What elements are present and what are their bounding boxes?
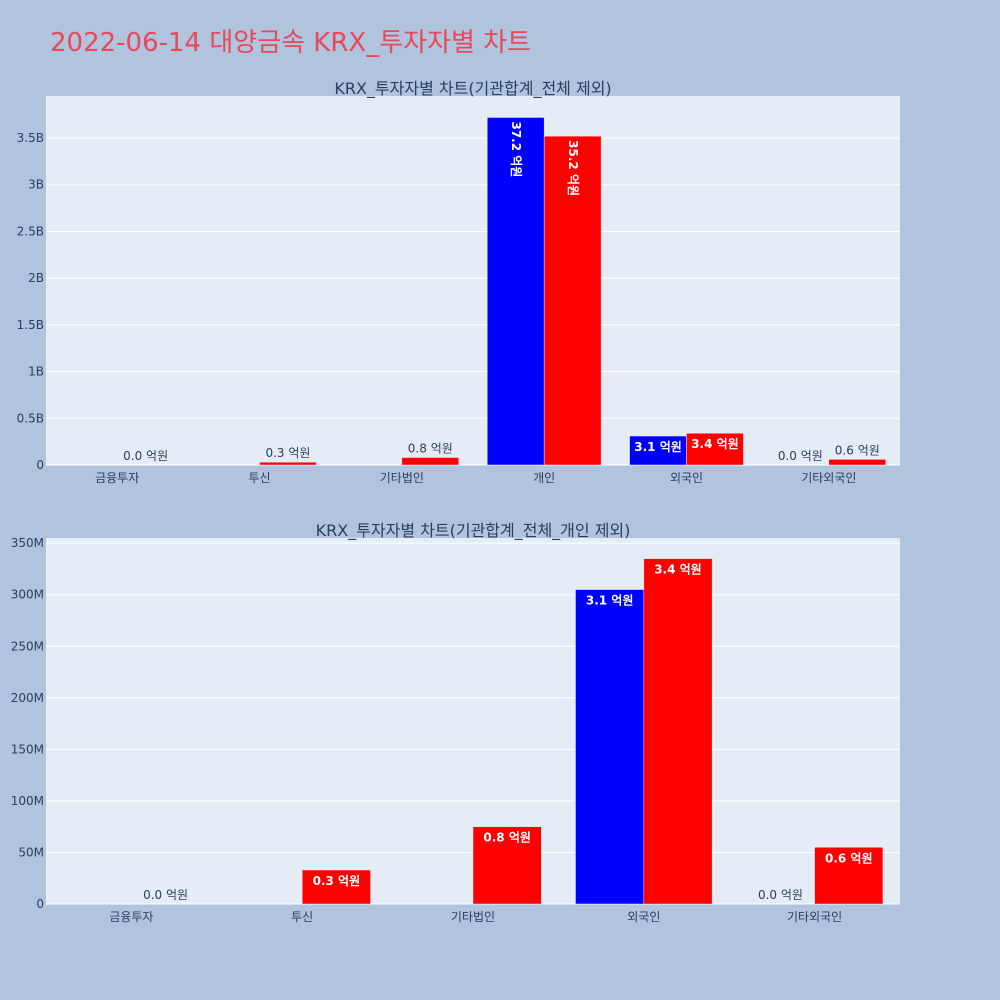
bar-value-label: 35.2 억원 xyxy=(566,140,580,196)
page-title: 2022-06-14 대양금속 KRX_투자자별 차트 xyxy=(50,28,532,58)
chart-title: KRX_투자자별 차트(기관합계_전체_개인 제외) xyxy=(316,521,631,541)
bar-value-label: 37.2 억원 xyxy=(509,121,523,177)
y-tick-label: 0.5B xyxy=(17,411,44,425)
x-tick-label: 외국인 xyxy=(670,471,703,485)
bar xyxy=(259,461,317,466)
x-tick-label: 외국인 xyxy=(627,910,660,924)
bar-value-label: 3.1 억원 xyxy=(586,594,634,608)
y-tick-label: 300M xyxy=(11,588,44,602)
y-tick-label: 0 xyxy=(36,897,44,911)
bar xyxy=(575,589,645,905)
y-tick-label: 2B xyxy=(28,271,44,285)
x-tick-label: 금융투자 xyxy=(109,910,153,924)
y-tick-label: 150M xyxy=(11,742,44,756)
bar-value-label: 3.4 억원 xyxy=(691,437,739,451)
x-tick-label: 기타법인 xyxy=(380,471,424,485)
bar-value-label: 0.0 억원 xyxy=(123,449,168,463)
x-tick-label: 기타외국인 xyxy=(787,910,842,924)
y-tick-label: 2.5B xyxy=(17,224,44,238)
bar xyxy=(814,847,884,905)
chart-1: KRX_투자자별 차트(기관합계_전체 제외) 0 0.5B 1B 1.5B 2B 2.5B… xyxy=(17,79,900,485)
y-tick-label: 200M xyxy=(11,691,44,705)
bar-value-label: 3.1 억원 xyxy=(634,440,682,454)
bar xyxy=(543,135,602,466)
bar-value-label: 0.3 억원 xyxy=(265,446,310,460)
bar-value-label: 0.0 억원 xyxy=(758,888,803,902)
bar-value-label: 0.6 억원 xyxy=(825,851,873,865)
bar xyxy=(629,435,687,466)
bar xyxy=(643,558,713,905)
y-tick-label: 1.5B xyxy=(17,318,44,332)
bar-value-label: 0.0 억원 xyxy=(143,888,188,902)
bar xyxy=(401,457,460,466)
bar-value-label: 0.8 억원 xyxy=(483,831,531,845)
bar-value-label: 0.0 억원 xyxy=(778,449,823,463)
x-tick-label: 투신 xyxy=(291,910,313,924)
bar-value-label: 0.6 억원 xyxy=(835,443,880,457)
y-tick-label: 50M xyxy=(18,845,44,859)
bar-value-label: 3.4 억원 xyxy=(654,563,702,577)
chart-2: KRX_투자자별 차트(기관합계_전체_개인 제외) 0 50M 100M 150M 20… xyxy=(11,521,900,924)
x-tick-label: 개인 xyxy=(533,471,555,485)
x-tick-label: 기타법인 xyxy=(451,910,495,924)
y-tick-label: 1B xyxy=(28,365,44,379)
x-tick-label: 금융투자 xyxy=(95,471,139,485)
y-tick-label: 3.5B xyxy=(17,131,44,145)
bar-value-label: 0.8 억원 xyxy=(408,442,453,456)
bar xyxy=(686,432,744,466)
bar xyxy=(828,459,887,466)
y-tick-label: 3B xyxy=(28,178,44,192)
bar xyxy=(472,826,542,905)
bar-value-label: 0.3 억원 xyxy=(313,874,361,888)
chart-title: KRX_투자자별 차트(기관합계_전체 제외) xyxy=(334,79,611,99)
plot-area xyxy=(46,96,900,465)
y-tick-label: 350M xyxy=(11,536,44,550)
y-tick-label: 100M xyxy=(11,794,44,808)
y-tick-label: 0 xyxy=(36,458,44,472)
x-tick-label: 기타외국인 xyxy=(801,471,856,485)
y-tick-label: 250M xyxy=(11,639,44,653)
bar xyxy=(301,869,371,905)
x-tick-label: 투신 xyxy=(248,471,270,485)
bar xyxy=(486,117,545,466)
